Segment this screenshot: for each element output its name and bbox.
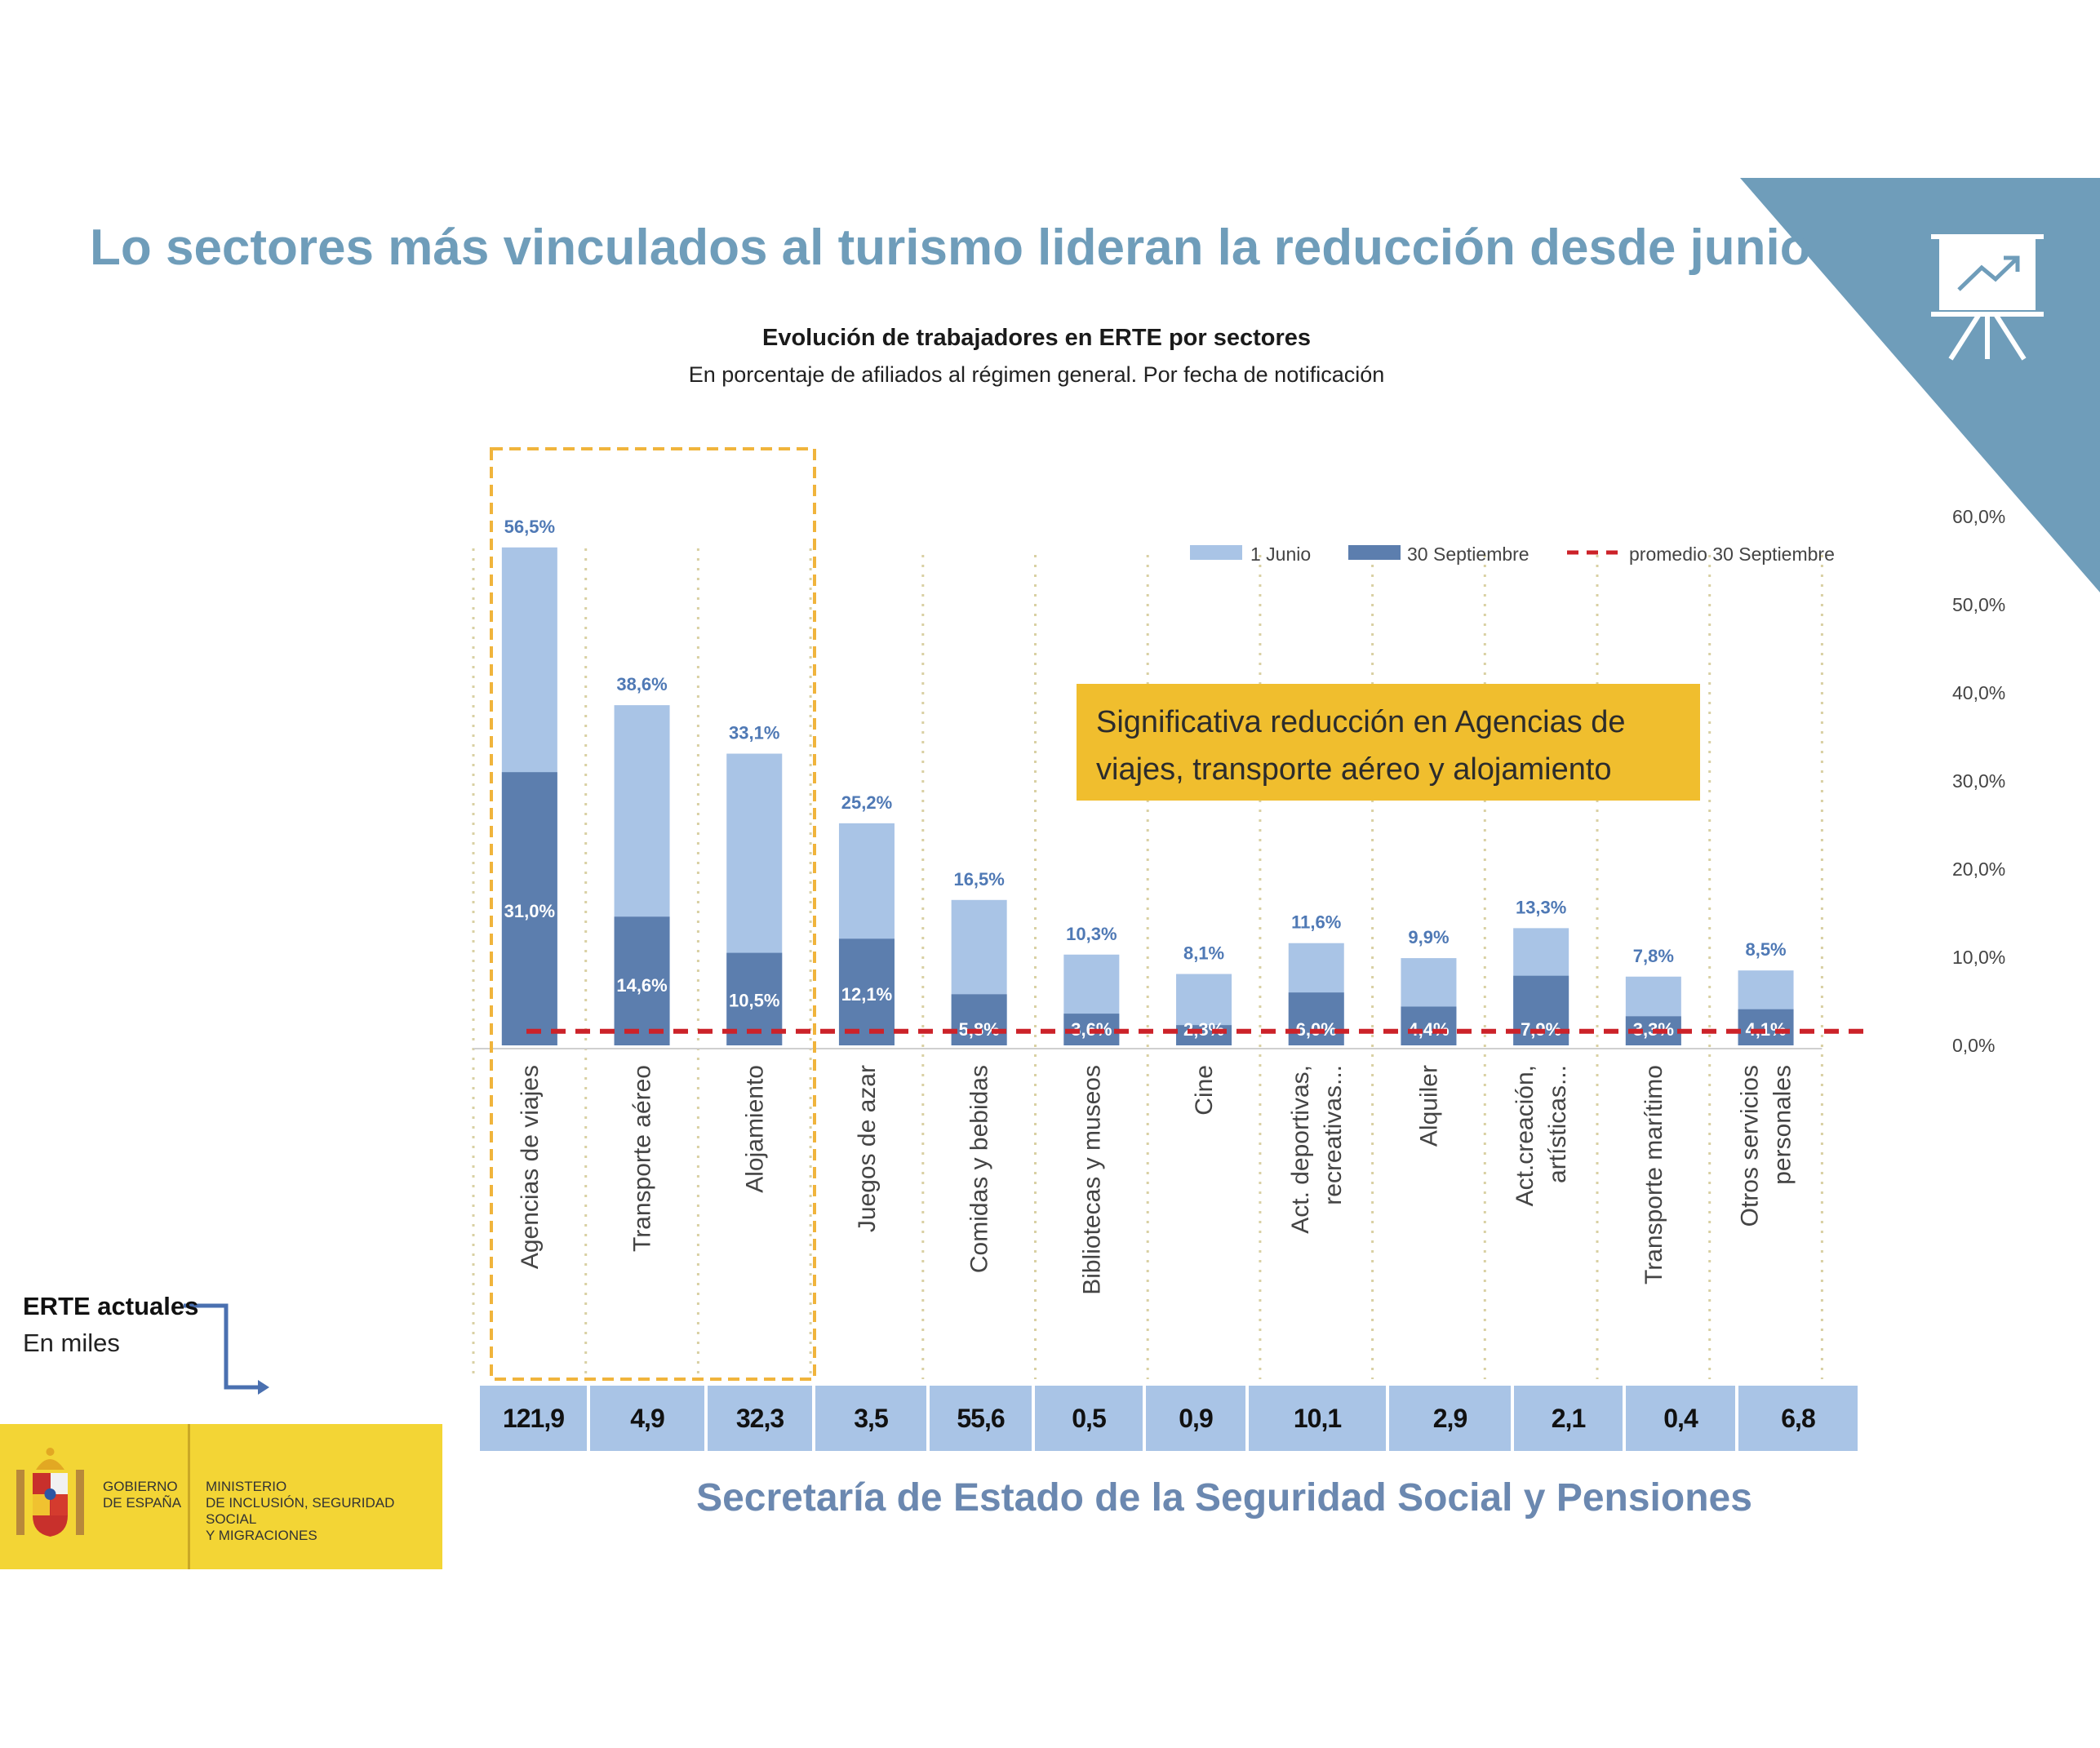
- erte-value: 32,3: [736, 1404, 784, 1433]
- category-label: recreativas...: [1320, 1065, 1347, 1205]
- category-label: Act.creación,: [1512, 1065, 1538, 1206]
- data-label-1-junio: 9,9%: [1408, 927, 1449, 947]
- erte-cell: [1146, 1386, 1245, 1451]
- erte-note-title: ERTE actuales: [23, 1292, 199, 1320]
- legend-label-30-septiembre: 30 Septiembre: [1407, 543, 1529, 565]
- category-label: Comidas y bebidas: [966, 1065, 993, 1273]
- data-label-1-junio: 16,5%: [953, 869, 1004, 890]
- category-label: personales: [1769, 1065, 1796, 1185]
- bar-30-septiembre: [1176, 1025, 1232, 1045]
- data-label-1-junio: 13,3%: [1516, 897, 1566, 917]
- government-name: GOBIERNO DE ESPAÑA: [103, 1479, 182, 1511]
- category-label: Act. deportivas,: [1287, 1065, 1314, 1234]
- y-tick-label: 60,0%: [1952, 506, 2005, 527]
- category-label: Alojamiento: [741, 1065, 768, 1193]
- logo-divider: [188, 1424, 190, 1569]
- y-tick-label: 0,0%: [1952, 1035, 1995, 1056]
- bar-30-septiembre: [1513, 975, 1569, 1045]
- erte-arrow: [184, 1303, 269, 1395]
- erte-cell: [930, 1386, 1032, 1451]
- legend-label-promedio: promedio 30 Septiembre: [1629, 543, 1835, 565]
- y-tick-label: 20,0%: [1952, 858, 2005, 880]
- category-label: Juegos de azar: [854, 1065, 881, 1232]
- erte-cell: [1035, 1386, 1143, 1451]
- erte-cell: [1738, 1386, 1858, 1451]
- data-label-30-septiembre: 31,0%: [504, 901, 555, 921]
- bar-30-septiembre: [1738, 1009, 1794, 1045]
- erte-cell: [1626, 1386, 1735, 1451]
- erte-value: 4,9: [630, 1404, 664, 1433]
- data-label-1-junio: 56,5%: [504, 517, 555, 537]
- erte-cell: [708, 1386, 812, 1451]
- legend-swatch-1-junio: [1190, 545, 1242, 560]
- data-label-1-junio: 25,2%: [841, 792, 892, 813]
- category-label: Cine: [1191, 1065, 1218, 1116]
- spanish-coat-of-arms-icon: [16, 1448, 84, 1537]
- data-label-1-junio: 38,6%: [616, 674, 667, 694]
- erte-cell: [590, 1386, 704, 1451]
- erte-cell: [815, 1386, 926, 1451]
- category-label: Transporte aéreo: [629, 1065, 656, 1252]
- data-label-1-junio: 11,6%: [1291, 912, 1341, 933]
- chart-title: Evolución de trabajadores en ERTE por se…: [761, 325, 1312, 351]
- erte-value: 2,9: [1433, 1404, 1467, 1433]
- data-label-30-septiembre: 14,6%: [616, 975, 667, 996]
- data-label-30-septiembre: 12,1%: [841, 984, 892, 1005]
- erte-arrow-line: [184, 1303, 263, 1390]
- bar-30-septiembre: [838, 938, 895, 1045]
- erte-cell: [480, 1386, 587, 1451]
- data-label-1-junio: 7,8%: [1633, 946, 1674, 966]
- category-label: Alquiler: [1415, 1065, 1442, 1147]
- erte-value: 121,9: [503, 1404, 564, 1433]
- ministry-name: MINISTERIO DE INCLUSIÓN, SEGURIDAD SOCIA…: [206, 1479, 395, 1543]
- erte-value: 0,5: [1072, 1404, 1106, 1433]
- bar-30-septiembre: [501, 772, 557, 1045]
- data-label-1-junio: 8,1%: [1183, 943, 1224, 964]
- erte-cell: [1249, 1386, 1386, 1451]
- erte-note-subtitle: En miles: [23, 1329, 120, 1357]
- page-title: Lo sectores más vinculados al turismo li…: [90, 220, 1811, 276]
- erte-cell: [1389, 1386, 1511, 1451]
- data-label-1-junio: 8,5%: [1745, 939, 1786, 960]
- erte-value: 0,4: [1663, 1404, 1698, 1433]
- category-label: Transporte marítimo: [1640, 1065, 1667, 1284]
- category-label: Otros servicios: [1737, 1065, 1764, 1227]
- erte-value: 10,1: [1294, 1404, 1341, 1433]
- callout-line-2: viajes, transporte aéreo y alojamiento: [1096, 752, 1612, 787]
- erte-value: 3,5: [854, 1404, 888, 1433]
- erte-cell: [1514, 1386, 1623, 1451]
- callout-line-1: Significativa reducción en Agencias de: [1096, 705, 1626, 739]
- data-label-30-septiembre: 10,5%: [729, 990, 779, 1010]
- erte-value: 6,8: [1781, 1404, 1815, 1433]
- erte-value: 55,6: [957, 1404, 1004, 1433]
- category-label: artísticas...: [1544, 1065, 1571, 1183]
- legend-swatch-30-septiembre: [1348, 545, 1401, 560]
- category-label: Agencias de viajes: [517, 1065, 544, 1269]
- chart-subtitle: En porcentaje de afiliados al régimen ge…: [688, 362, 1385, 387]
- legend-label-1-junio: 1 Junio: [1250, 543, 1311, 565]
- erte-arrow-head: [258, 1380, 269, 1395]
- callout-box: Significativa reducción en Agencias de v…: [1077, 684, 1700, 801]
- bar-30-septiembre: [1401, 1006, 1457, 1045]
- government-logo: GOBIERNO DE ESPAÑA MINISTERIO DE INCLUSI…: [0, 1424, 442, 1569]
- bar-30-septiembre: [614, 916, 670, 1045]
- bar-30-septiembre: [1288, 992, 1344, 1045]
- presentation-chart-icon: [1931, 234, 2044, 361]
- y-tick-label: 50,0%: [1952, 594, 2005, 615]
- data-label-1-junio: 10,3%: [1066, 924, 1117, 944]
- footer-text: Secretaría de Estado de la Seguridad Soc…: [696, 1476, 1752, 1520]
- data-label-1-junio: 33,1%: [729, 723, 779, 743]
- erte-value: 0,9: [1179, 1404, 1213, 1433]
- y-tick-label: 30,0%: [1952, 770, 2005, 792]
- category-label: Bibliotecas y museos: [1078, 1065, 1105, 1295]
- y-tick-label: 40,0%: [1952, 682, 2005, 703]
- erte-value: 2,1: [1552, 1404, 1586, 1433]
- highlight-box: [490, 447, 816, 1381]
- bar-30-septiembre: [951, 994, 1007, 1045]
- y-tick-label: 10,0%: [1952, 947, 2005, 968]
